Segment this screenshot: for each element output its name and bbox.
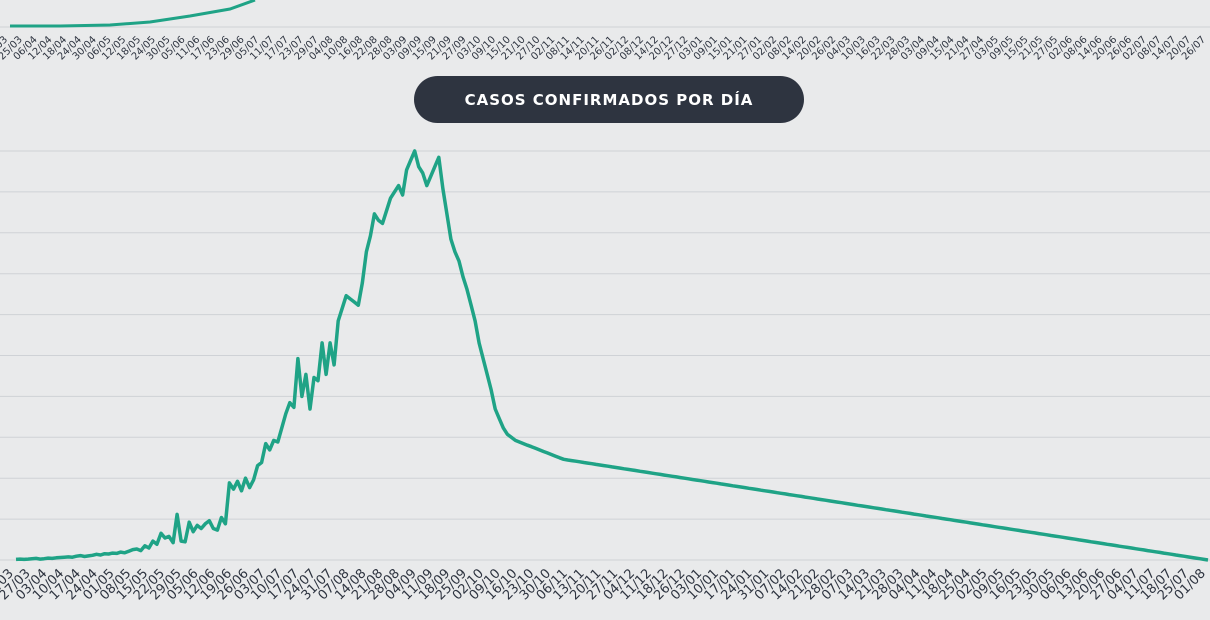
- top-chart: 20/0325/0306/0412/0418/0424/0430/0406/05…: [0, 0, 1210, 63]
- chart-title-pill: CASOS CONFIRMADOS POR DÍA: [414, 76, 804, 123]
- daily-cases-line: [15, 149, 1209, 562]
- daily-cases-chart: 20/0327/0303/0410/0417/0424/0401/0508/05…: [0, 149, 1210, 603]
- chart-title: CASOS CONFIRMADOS POR DÍA: [464, 90, 754, 109]
- top-series-line: [10, 0, 256, 28]
